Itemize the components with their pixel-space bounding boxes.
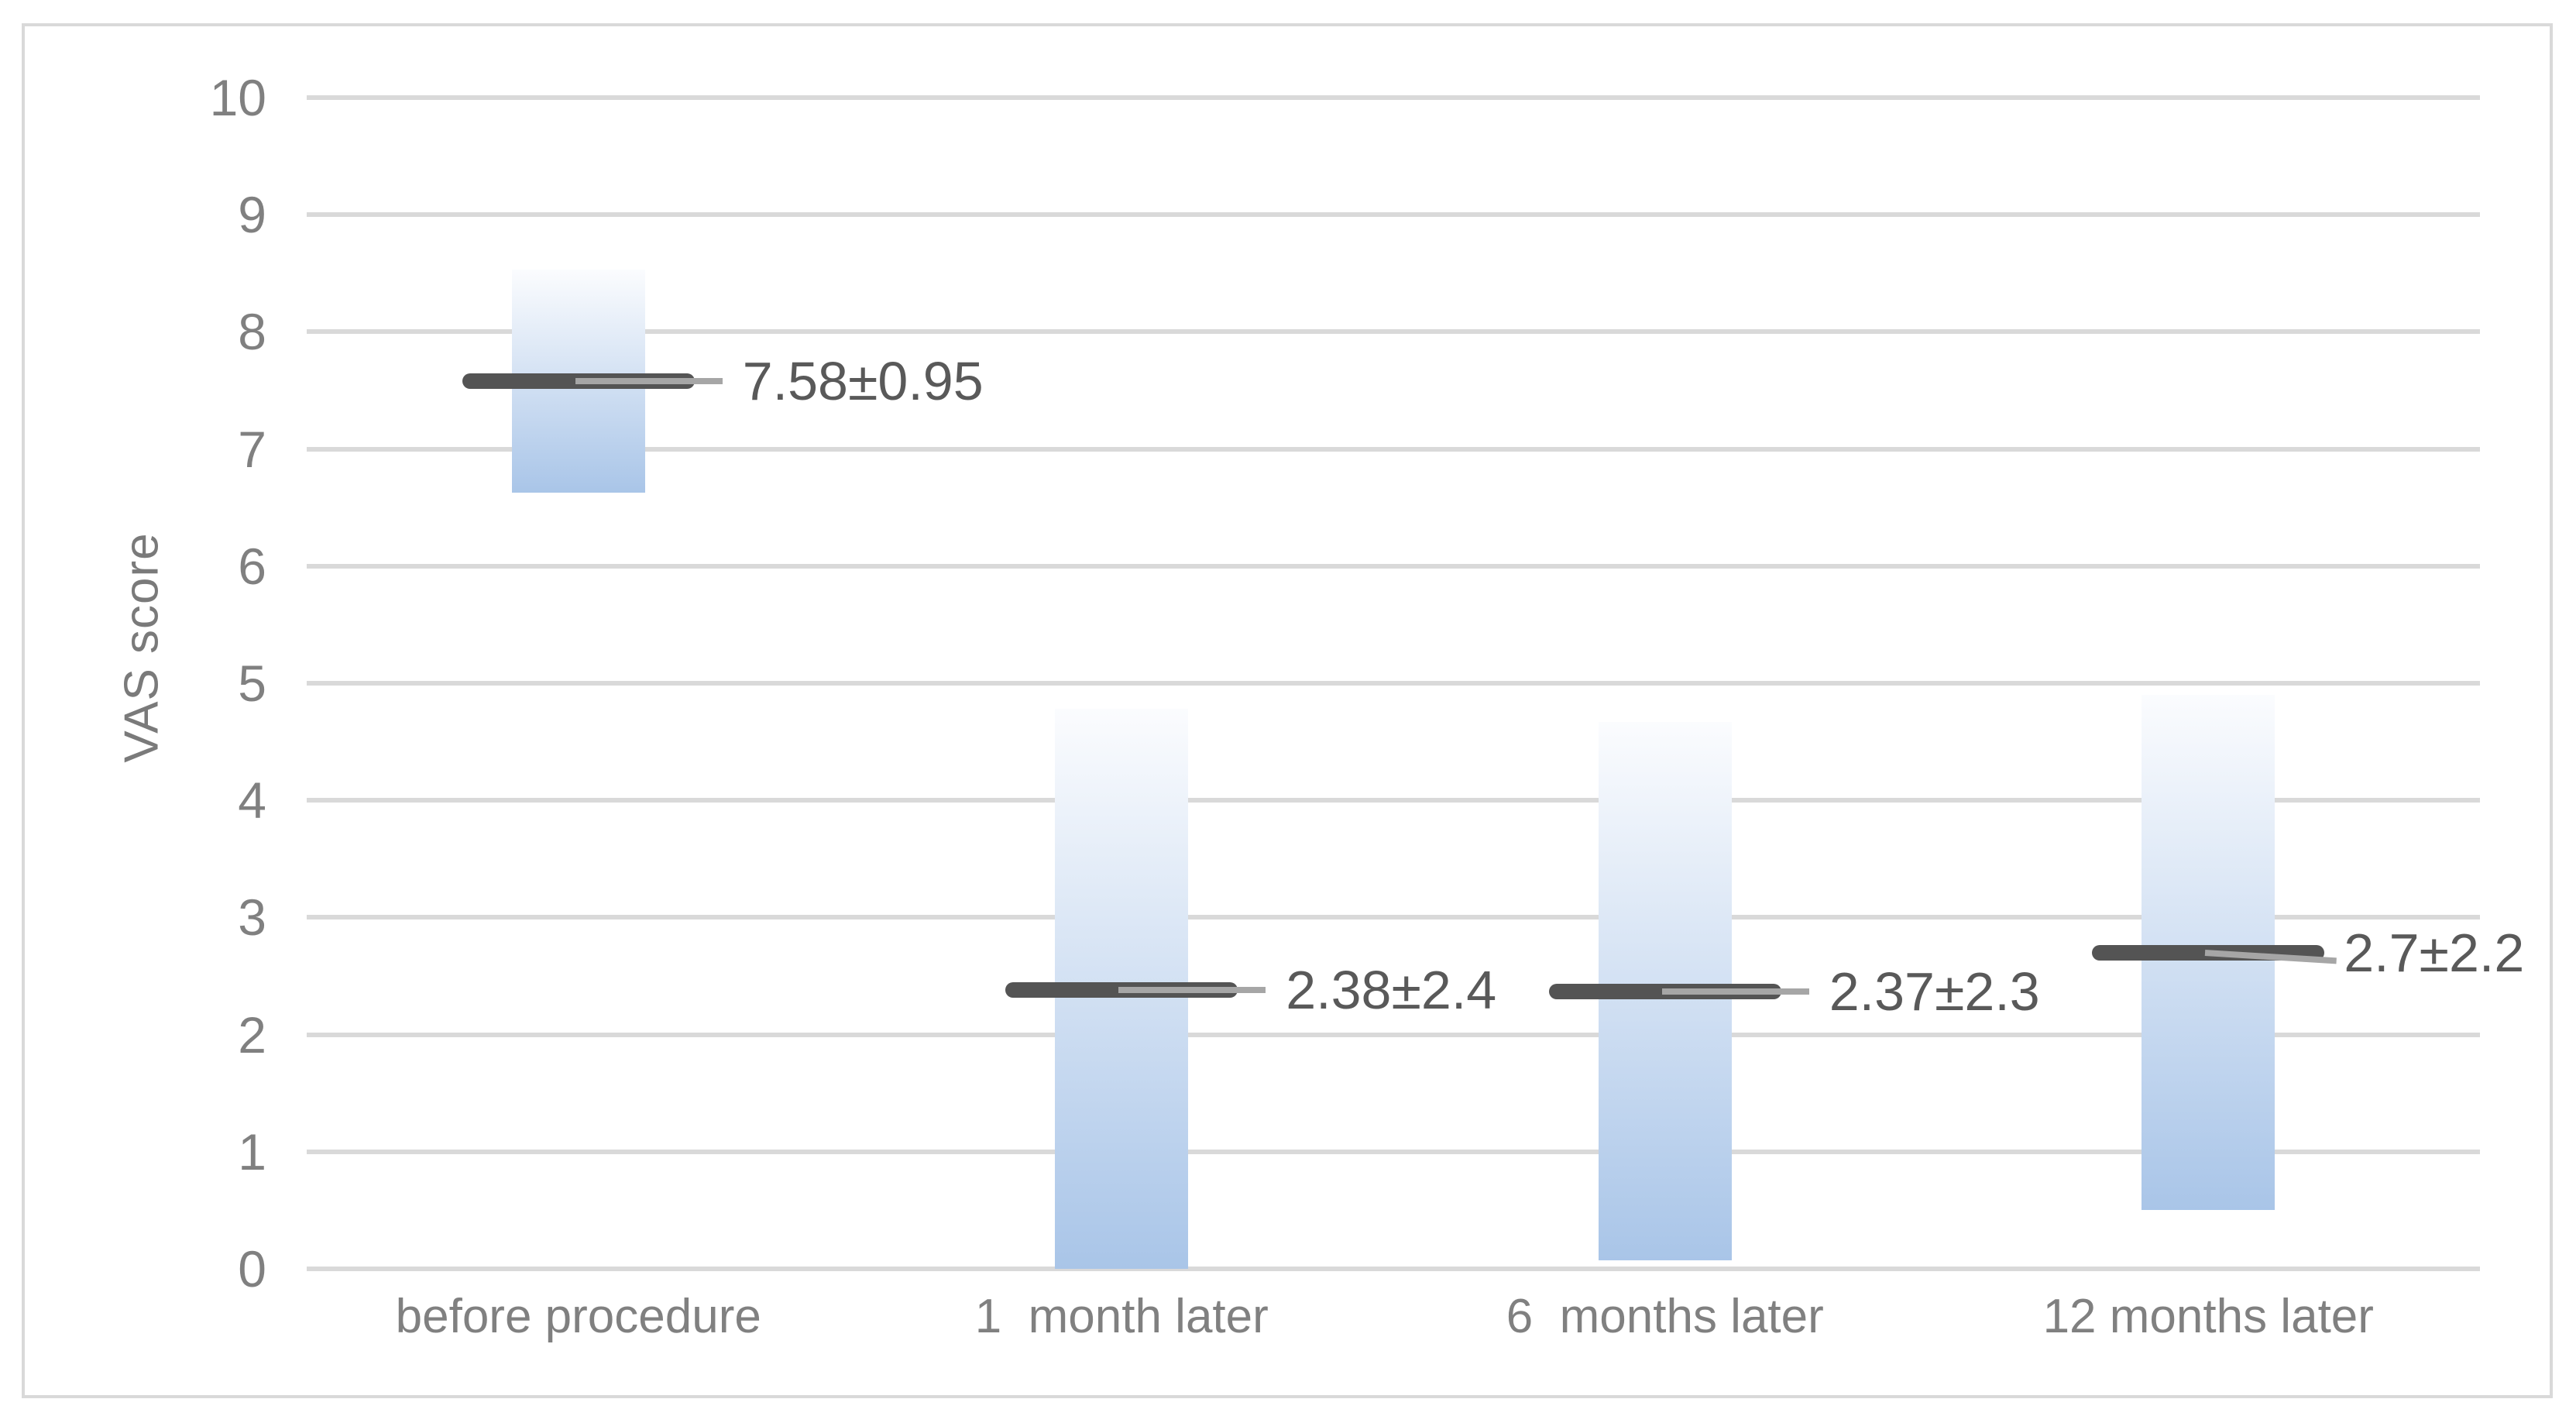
value-label: 7.58±0.95 [742,350,984,411]
gridline [307,563,2480,569]
category-label: 1 month later [974,1290,1269,1343]
secondary-line-marker [1661,988,1809,995]
gridline [307,95,2480,100]
category-label: before procedure [395,1290,761,1343]
gridline [307,798,2480,803]
gridline [307,212,2480,218]
y-tick-label: 4 [238,772,266,830]
gridline [307,1032,2480,1037]
y-tick-label: 8 [238,303,266,361]
y-tick-label: 0 [238,1240,266,1298]
y-tick-label: 7 [238,420,266,478]
value-label: 2.37±2.3 [1829,961,2040,1022]
y-tick-label: 3 [238,889,266,947]
gridline [307,681,2480,686]
category-label: 6 months later [1506,1290,1824,1343]
gridline [307,1267,2480,1271]
gridline [307,329,2480,335]
chart-border-frame [22,23,2553,1398]
value-label: 2.7±2.2 [2344,922,2525,983]
y-tick-label: 10 [209,69,266,126]
secondary-line-marker [575,377,723,384]
y-tick-label: 1 [238,1122,266,1181]
value-label: 2.38±2.4 [1286,960,1497,1021]
secondary-line-marker [1118,987,1266,994]
gridline [307,915,2480,920]
y-tick-label: 5 [238,655,266,712]
gridline [307,446,2480,452]
gridline [307,1149,2480,1154]
y-tick-label: 6 [238,537,266,595]
y-tick-label: 9 [238,186,266,244]
y-tick-label: 2 [238,1005,266,1064]
category-label: 12 months later [2042,1290,2374,1343]
plot-area [307,95,2480,1271]
